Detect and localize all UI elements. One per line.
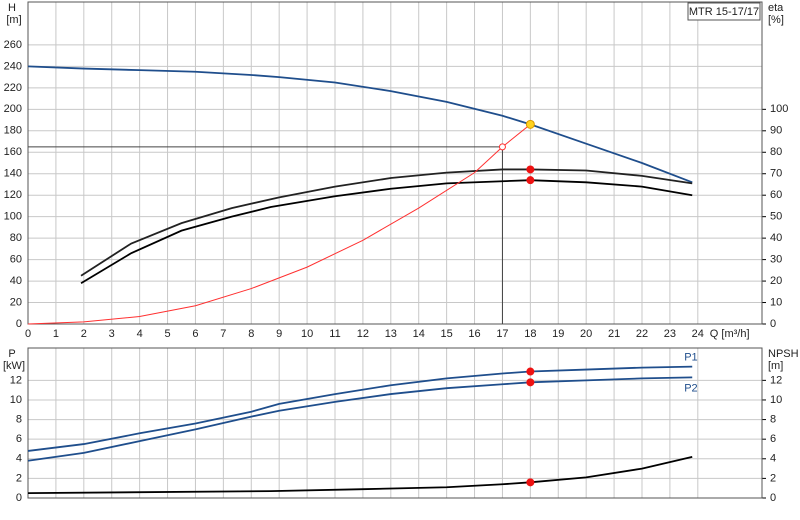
duty-point bbox=[526, 378, 535, 387]
plot-frame bbox=[27, 347, 763, 499]
y-tick-label: 220 bbox=[4, 82, 22, 94]
y2-tick-label: 0 bbox=[770, 318, 776, 330]
x-axis-label: Q [m³/h] bbox=[710, 328, 750, 340]
y2-axis-label: eta bbox=[768, 2, 784, 14]
y2-axis-label: NPSH bbox=[768, 348, 799, 360]
y-axis-label: H bbox=[8, 2, 16, 14]
duty-point bbox=[526, 176, 535, 185]
y2-tick-label: 80 bbox=[770, 146, 782, 158]
x-tick-label: 19 bbox=[552, 328, 564, 340]
y2-tick-label: 6 bbox=[770, 433, 776, 445]
y-tick-label: 6 bbox=[16, 433, 22, 445]
y-tick-label: 160 bbox=[4, 146, 22, 158]
y2-tick-label: 2 bbox=[770, 472, 776, 484]
x-tick-label: 18 bbox=[524, 328, 536, 340]
legend-box bbox=[687, 2, 761, 21]
series-label: P2 bbox=[684, 382, 697, 394]
y-tick-label: 12 bbox=[10, 374, 22, 386]
x-tick-label: 8 bbox=[248, 328, 254, 340]
y2-tick-label: 12 bbox=[770, 374, 782, 386]
x-tick-label: 2 bbox=[81, 328, 87, 340]
x-tick-label: 23 bbox=[664, 328, 676, 340]
y2-tick-label: 10 bbox=[770, 394, 782, 406]
reference-point bbox=[498, 143, 506, 151]
x-tick-label: 3 bbox=[109, 328, 115, 340]
y-tick-label: 40 bbox=[10, 275, 22, 287]
series-line bbox=[27, 376, 693, 462]
x-tick-label: 7 bbox=[220, 328, 226, 340]
y2-tick-label: 90 bbox=[770, 125, 782, 137]
y-axis-label: P bbox=[8, 348, 15, 360]
y2-tick-label: 0 bbox=[770, 492, 776, 504]
y-tick-label: 200 bbox=[4, 103, 22, 115]
x-tick-label: 24 bbox=[692, 328, 704, 340]
y-tick-label: 2 bbox=[16, 472, 22, 484]
y2-tick-label: 4 bbox=[770, 453, 776, 465]
y-tick-label: 60 bbox=[10, 254, 22, 266]
y-tick-label: 8 bbox=[16, 413, 22, 425]
y-tick-label: 0 bbox=[16, 492, 22, 504]
y2-tick-label: 50 bbox=[770, 211, 782, 223]
x-tick-label: 22 bbox=[636, 328, 648, 340]
series-line bbox=[27, 365, 693, 452]
duty-point bbox=[526, 165, 535, 174]
x-tick-label: 14 bbox=[413, 328, 425, 340]
series-line bbox=[80, 179, 693, 284]
y2-tick-label: 8 bbox=[770, 413, 776, 425]
x-tick-label: 10 bbox=[301, 328, 313, 340]
series-line bbox=[27, 123, 531, 325]
x-tick-label: 21 bbox=[608, 328, 620, 340]
y-tick-label: 140 bbox=[4, 168, 22, 180]
y-axis-unit: [kW] bbox=[3, 360, 25, 372]
x-tick-label: 20 bbox=[580, 328, 592, 340]
y2-tick-label: 100 bbox=[770, 103, 788, 115]
series-line bbox=[27, 65, 693, 184]
legend-text: MTR 15-17/17 bbox=[689, 6, 759, 18]
x-tick-label: 4 bbox=[137, 328, 143, 340]
y-axis-unit: [m] bbox=[6, 14, 21, 26]
duty-point bbox=[525, 119, 535, 129]
x-tick-label: 15 bbox=[441, 328, 453, 340]
y2-axis-unit: [%] bbox=[768, 14, 784, 26]
x-tick-label: 17 bbox=[496, 328, 508, 340]
y2-axis-unit: [m] bbox=[768, 360, 783, 372]
y-tick-label: 180 bbox=[4, 125, 22, 137]
y2-tick-label: 20 bbox=[770, 275, 782, 287]
plot-frame bbox=[27, 1, 763, 325]
duty-point bbox=[526, 478, 535, 487]
y2-tick-label: 30 bbox=[770, 254, 782, 266]
y2-tick-label: 60 bbox=[770, 189, 782, 201]
y-tick-label: 260 bbox=[4, 39, 22, 51]
y-tick-label: 10 bbox=[10, 394, 22, 406]
y-tick-label: 100 bbox=[4, 211, 22, 223]
x-tick-label: 6 bbox=[192, 328, 198, 340]
x-tick-label: 9 bbox=[276, 328, 282, 340]
series-line bbox=[27, 455, 693, 494]
x-tick-label: 1 bbox=[53, 328, 59, 340]
y-tick-label: 120 bbox=[4, 189, 22, 201]
x-tick-label: 16 bbox=[468, 328, 480, 340]
y2-tick-label: 70 bbox=[770, 168, 782, 180]
y-tick-label: 80 bbox=[10, 232, 22, 244]
y-tick-label: 4 bbox=[16, 453, 22, 465]
x-tick-label: 0 bbox=[25, 328, 31, 340]
x-tick-label: 12 bbox=[357, 328, 369, 340]
duty-point bbox=[526, 367, 535, 376]
series-label: P1 bbox=[684, 352, 697, 364]
y-tick-label: 240 bbox=[4, 60, 22, 72]
series-line bbox=[80, 168, 693, 277]
y2-tick-label: 40 bbox=[770, 232, 782, 244]
y2-tick-label: 10 bbox=[770, 296, 782, 308]
x-tick-label: 5 bbox=[164, 328, 170, 340]
x-tick-label: 11 bbox=[329, 328, 340, 340]
x-tick-label: 13 bbox=[385, 328, 397, 340]
y-tick-label: 0 bbox=[16, 318, 22, 330]
y-tick-label: 20 bbox=[10, 296, 22, 308]
